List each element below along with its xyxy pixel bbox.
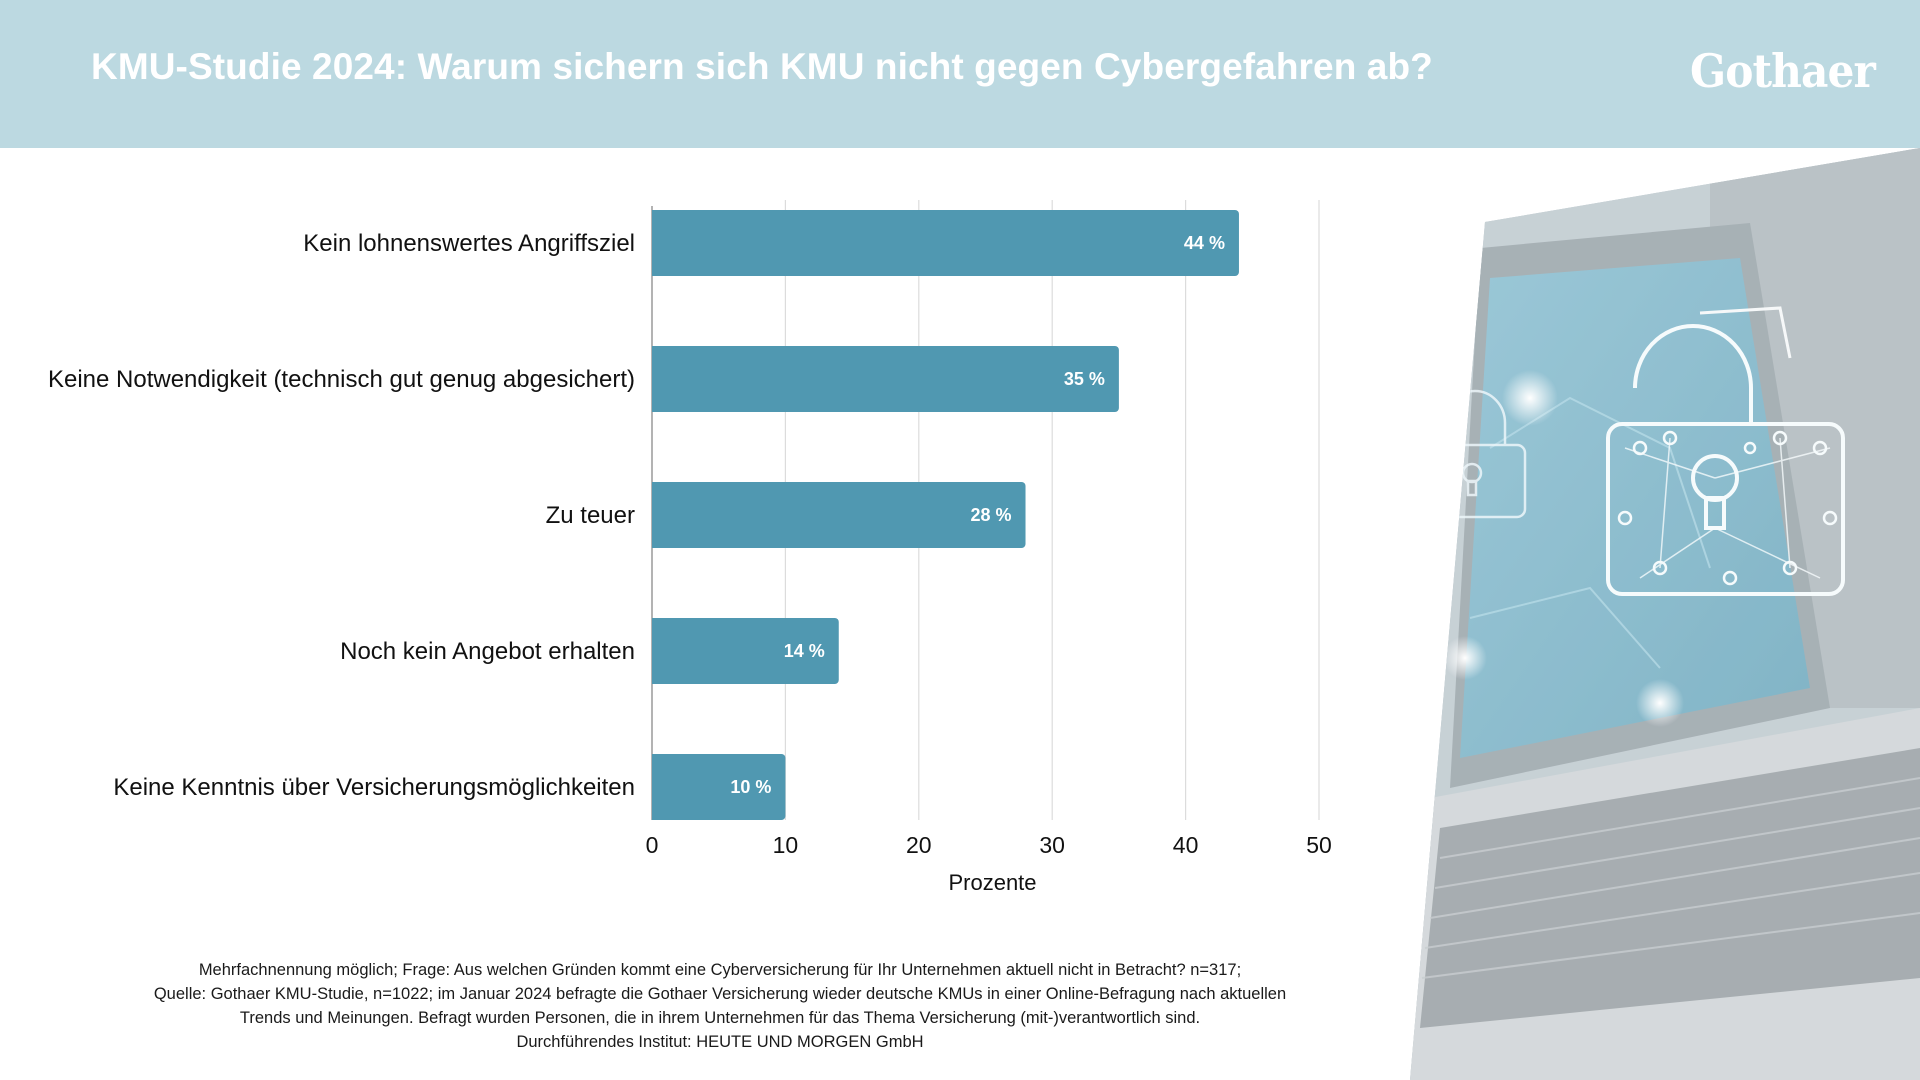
bar bbox=[652, 754, 786, 820]
x-tick-label: 10 bbox=[773, 832, 799, 858]
bar-chart: 44 % 35 % 28 % 14 % 10 % Kein lohnenswertes … bbox=[48, 200, 1332, 895]
x-tick-label: 0 bbox=[646, 832, 659, 858]
x-tick-label: 50 bbox=[1306, 832, 1332, 858]
footnote: Mehrfachnennung möglich; Frage: Aus welc… bbox=[100, 958, 1340, 1054]
bar-data-label: 35 % bbox=[1064, 369, 1105, 389]
bar bbox=[652, 482, 1026, 548]
bar bbox=[652, 346, 1119, 412]
chart-bars: 44 % 35 % 28 % 14 % 10 % bbox=[651, 210, 1239, 820]
category-label: Keine Notwendigkeit (technisch gut genug… bbox=[48, 366, 635, 393]
category-label: Zu teuer bbox=[546, 502, 635, 529]
x-axis-label: Prozente bbox=[948, 870, 1036, 895]
cyber-padlock-photo bbox=[1410, 148, 1920, 1080]
bar-data-label: 28 % bbox=[970, 505, 1011, 525]
header-banner: KMU-Studie 2024: Warum sichern sich KMU … bbox=[0, 0, 1920, 148]
x-tick-labels: 0 10 20 30 40 50 bbox=[646, 832, 1332, 858]
page-title: KMU-Studie 2024: Warum sichern sich KMU … bbox=[91, 46, 1433, 87]
footnote-line: Durchführendes Institut: HEUTE UND MORGE… bbox=[516, 1033, 924, 1051]
footnote-line: Quelle: Gothaer KMU-Studie, n=1022; im J… bbox=[153, 985, 1287, 1003]
laptop-padlock-illustration bbox=[1410, 148, 1920, 1080]
bar-data-label: 10 % bbox=[730, 777, 771, 797]
category-labels: Kein lohnenswertes Angriffsziel Keine Not… bbox=[48, 230, 635, 801]
bar-data-label: 44 % bbox=[1184, 233, 1225, 253]
x-tick-label: 40 bbox=[1173, 832, 1199, 858]
category-label: Keine Kenntnis über Versicherungsmöglich… bbox=[113, 774, 635, 801]
category-label: Noch kein Angebot erhalten bbox=[340, 638, 635, 665]
gothaer-logo: Gothaer bbox=[1690, 44, 1876, 98]
footnote-line: Trends und Meinungen. Befragt wurden Per… bbox=[239, 1009, 1201, 1027]
footnote-line: Mehrfachnennung möglich; Frage: Aus welc… bbox=[198, 961, 1242, 979]
x-tick-label: 30 bbox=[1039, 832, 1065, 858]
bar bbox=[651, 210, 1239, 276]
category-label: Kein lohnenswertes Angriffsziel bbox=[303, 230, 635, 257]
bar-data-label: 14 % bbox=[784, 641, 825, 661]
x-tick-label: 20 bbox=[906, 832, 932, 858]
large-padlock-icon bbox=[1606, 324, 1845, 596]
bar bbox=[652, 618, 839, 684]
